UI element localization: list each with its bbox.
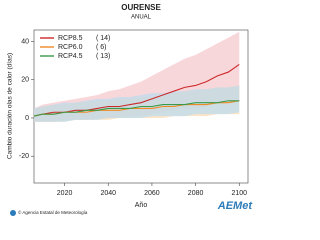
legend-label: RCP8.5 bbox=[58, 35, 83, 42]
source: © Agencia Estatal de Meteorología bbox=[18, 209, 88, 215]
y-tick-label: 40 bbox=[21, 38, 29, 45]
legend-label: RCP4.5 bbox=[58, 53, 83, 60]
y-tick-label: 20 bbox=[21, 77, 29, 84]
logo: AEMet bbox=[217, 200, 254, 212]
plot-area bbox=[33, 29, 249, 184]
y-axis-label: Cambio duración olas de calor (días) bbox=[7, 53, 14, 159]
chart-subtitle: ANUAL bbox=[131, 15, 152, 21]
chart: OURENSE ANUAL Año Cambio duración olas d… bbox=[7, 3, 254, 216]
legend-count: ( 6) bbox=[96, 44, 107, 51]
y-tick-label: -20 bbox=[19, 153, 29, 160]
source-icon bbox=[10, 210, 16, 216]
legend-label: RCP6.0 bbox=[58, 44, 83, 51]
x-tick-label: 2040 bbox=[100, 190, 116, 197]
x-axis-label: Año bbox=[135, 202, 148, 209]
legend-count: ( 14) bbox=[96, 35, 110, 42]
chart-title: OURENSE bbox=[121, 3, 161, 12]
x-tick-label: 2060 bbox=[144, 190, 160, 197]
x-tick-label: 2080 bbox=[188, 190, 204, 197]
line bbox=[33, 100, 240, 117]
y-tick-label: 0 bbox=[25, 115, 29, 122]
legend-count: ( 13) bbox=[96, 53, 110, 60]
x-tick-label: 2100 bbox=[231, 190, 247, 197]
x-tick-label: 2020 bbox=[57, 190, 73, 197]
